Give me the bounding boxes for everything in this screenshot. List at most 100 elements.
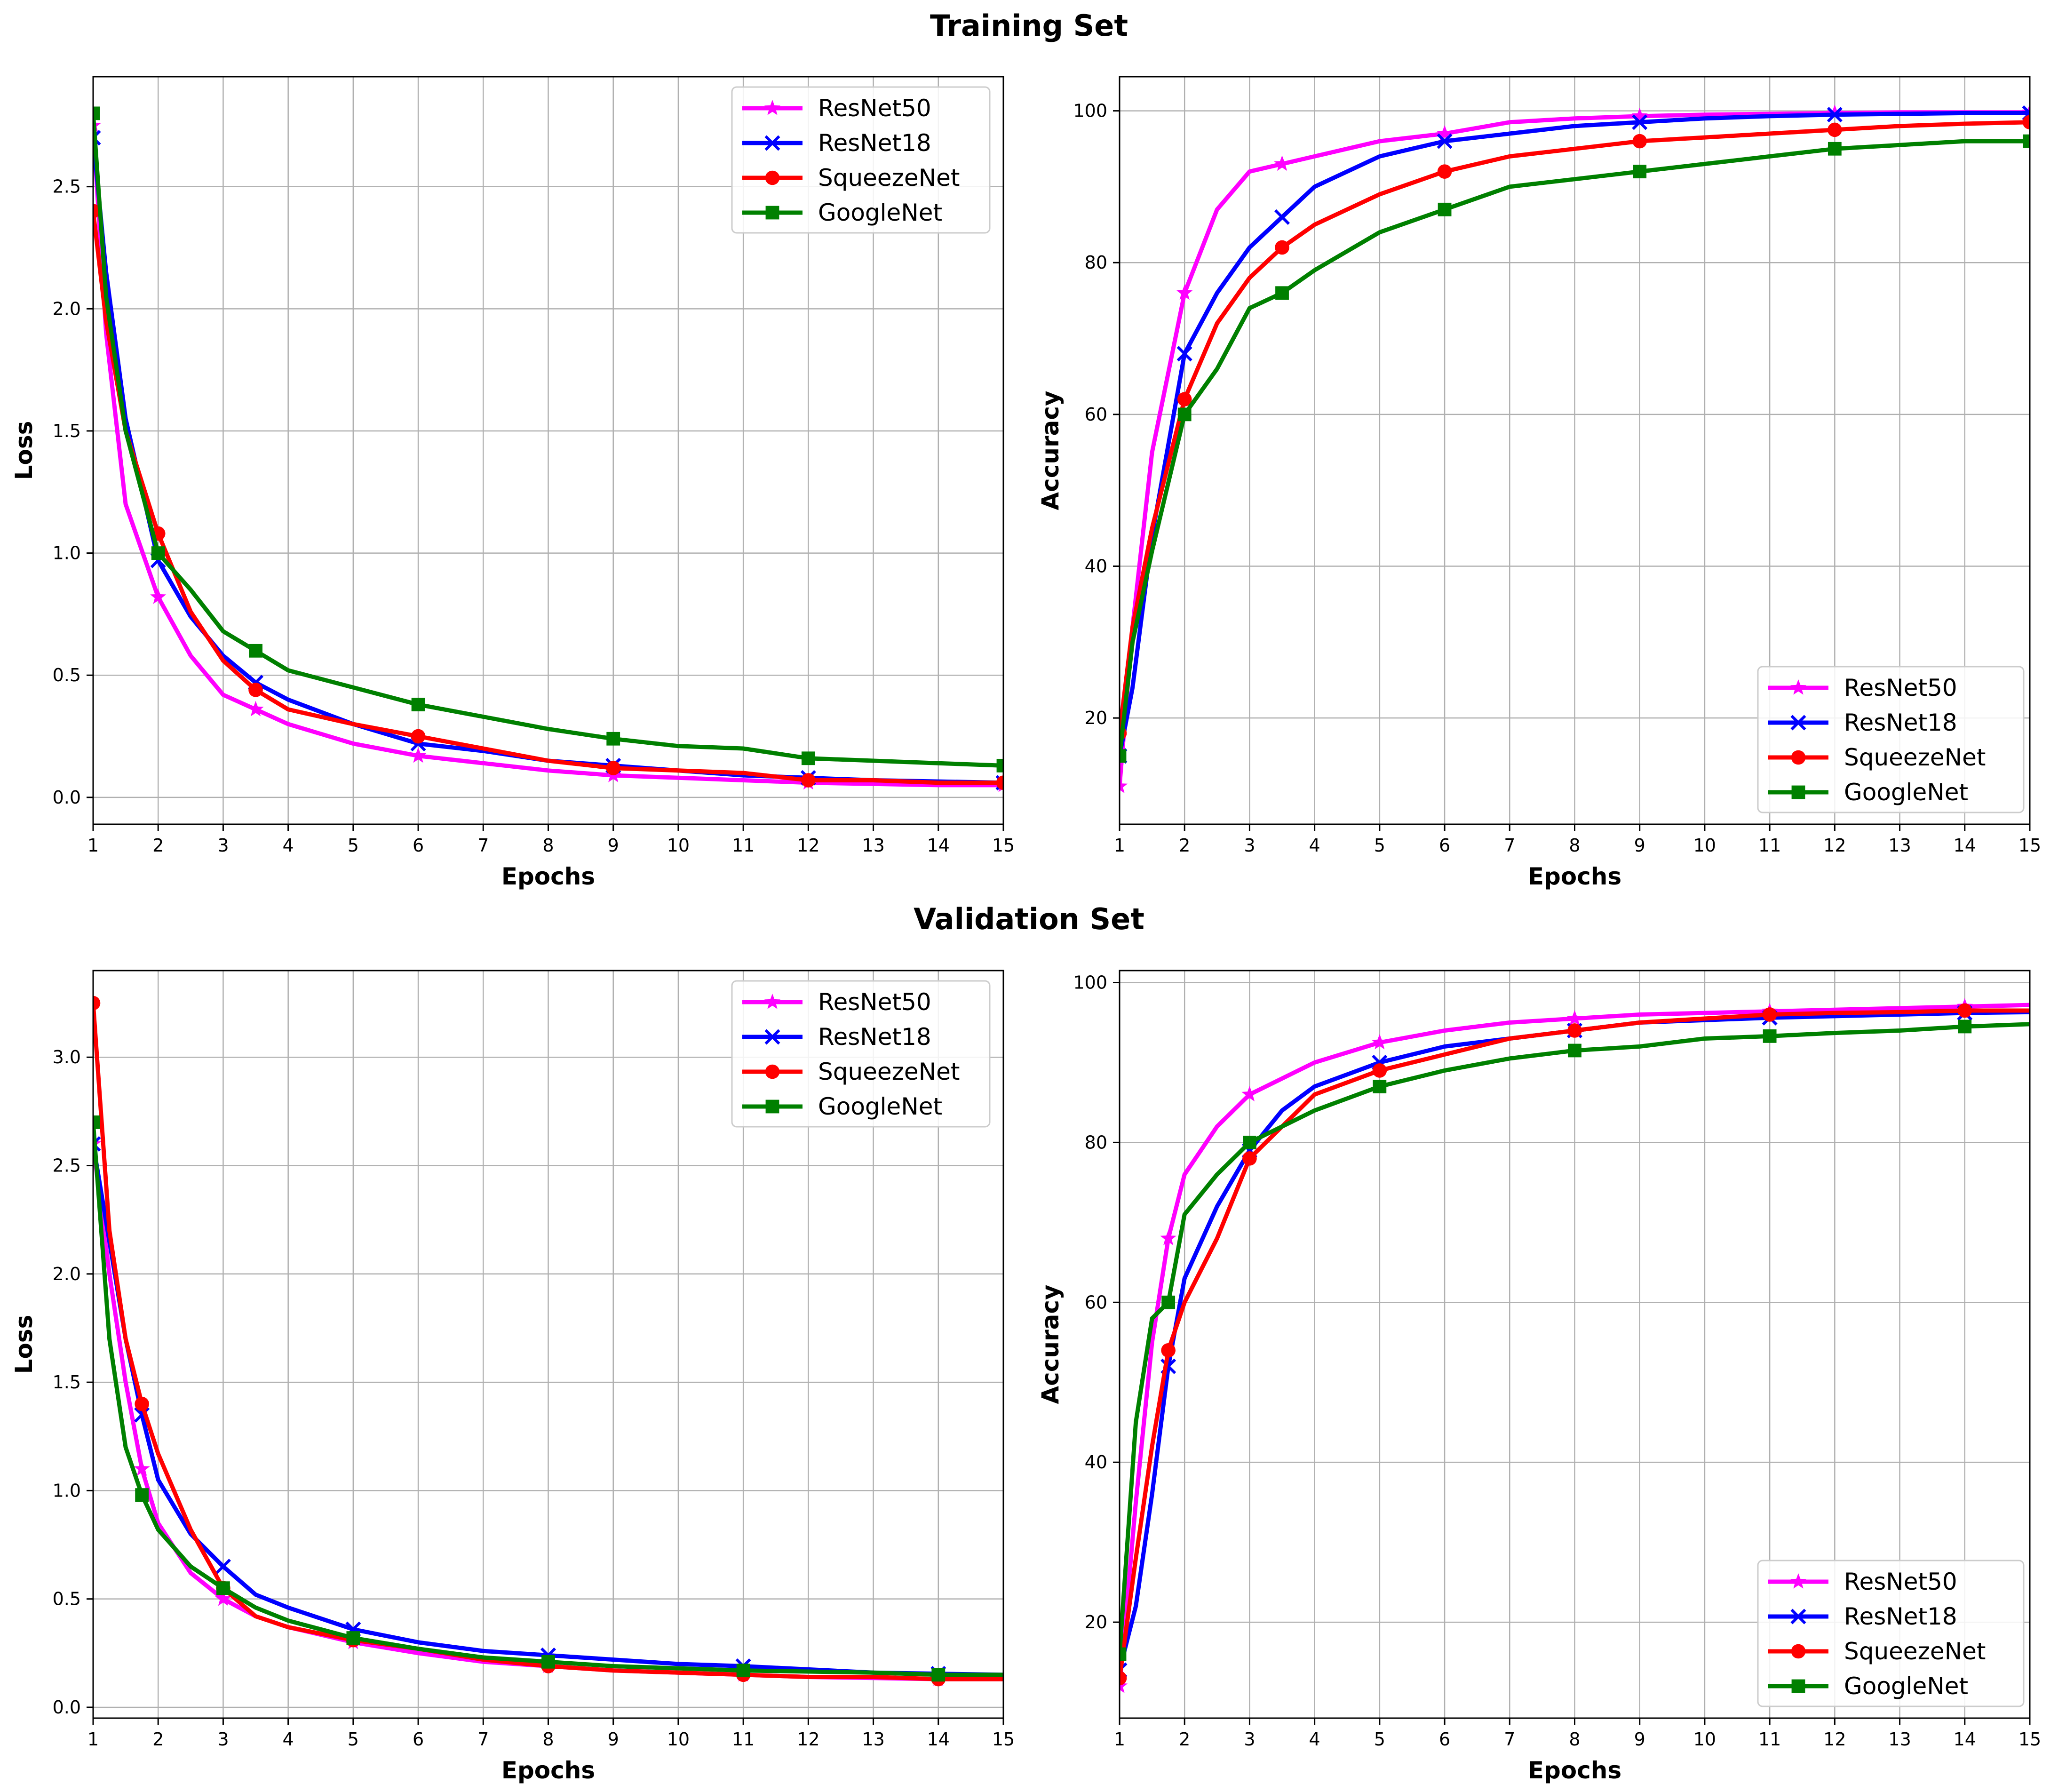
train-acc-chart: 1 2 3 4 5 6 7 8 9 10 11 12 13 14 1520406080100EpochsAc…	[1037, 76, 2041, 890]
x-tick-label: 8	[542, 835, 554, 856]
data-point-resnet50	[410, 747, 427, 763]
x-axis-label: Epochs	[1528, 863, 1621, 890]
x-tick-label: 1	[87, 1729, 99, 1750]
data-point-googlenet	[996, 758, 1003, 773]
data-point-squeezenet	[2022, 115, 2030, 130]
data-point-squeezenet	[1632, 134, 1647, 149]
x-tick-label: 6	[413, 835, 424, 856]
data-point-resnet50	[247, 701, 264, 717]
data-point-googlenet	[1177, 407, 1192, 422]
x-tick-label: 7	[477, 1729, 489, 1750]
x-tick-label: 8	[542, 1729, 554, 1750]
data-point-resnet50	[215, 1590, 231, 1606]
data-point-squeezenet	[93, 996, 101, 1011]
legend-label: SqueezeNet	[818, 1058, 960, 1085]
legend-marker	[1790, 715, 1806, 731]
x-tick-label: 12	[1823, 1729, 1846, 1750]
series-line-resnet18	[93, 1142, 1003, 1677]
data-point-googlenet	[931, 1668, 946, 1682]
y-axis-label: Accuracy	[1037, 390, 1064, 510]
x-tick-label: 13	[1888, 1729, 1911, 1750]
legend-box	[731, 980, 991, 1128]
data-point-resnet50	[1160, 1230, 1176, 1245]
data-point-squeezenet	[248, 683, 263, 697]
data-point-googlenet	[135, 1488, 149, 1502]
x-axis-label: Epochs	[501, 1757, 595, 1784]
x-tick-label: 15	[992, 835, 1015, 856]
x-tick-label: 4	[1309, 1729, 1320, 1750]
legend-label: SqueezeNet	[818, 164, 960, 191]
data-point-resnet50	[1371, 1034, 1388, 1050]
legend-marker	[765, 1099, 779, 1114]
x-tick-label: 6	[1439, 835, 1450, 856]
y-tick-label: 60	[1085, 1292, 1107, 1313]
y-tick-label: 1.0	[53, 543, 81, 564]
x-tick-label: 13	[1888, 835, 1911, 856]
x-tick-label: 4	[1309, 835, 1320, 856]
legend-marker	[765, 1064, 780, 1079]
y-tick-label: 40	[1085, 1452, 1107, 1473]
data-point-googlenet	[1763, 1029, 1777, 1043]
data-point-googlenet	[2023, 134, 2030, 148]
data-point-googlenet	[1161, 1295, 1176, 1309]
data-point-googlenet	[216, 1581, 230, 1595]
data-point-resnet50	[1120, 778, 1128, 793]
x-tick-label: 9	[608, 1729, 619, 1750]
y-tick-label: 0.0	[53, 1697, 81, 1718]
legend-marker	[1790, 1609, 1806, 1625]
data-point-resnet50	[1631, 107, 1648, 123]
y-tick-label: 1.5	[53, 421, 81, 441]
data-point-squeezenet	[1161, 1343, 1176, 1358]
val-loss-chart: 1 2 3 4 5 6 7 8 9 10 11 12 13 14 150.00.51.01.52.02.53…	[10, 970, 1015, 1784]
legend-label: ResNet18	[1844, 709, 1957, 736]
x-tick-label: 2	[1179, 835, 1190, 856]
x-tick-label: 11	[732, 1729, 755, 1750]
data-point-resnet18	[1827, 107, 1843, 123]
y-tick-label: 2.5	[53, 176, 81, 197]
x-tick-label: 10	[1693, 1729, 1716, 1750]
legend-label: ResNet18	[1844, 1603, 1957, 1630]
data-point-googlenet	[93, 1115, 100, 1129]
x-tick-label: 9	[1634, 835, 1645, 856]
x-tick-label: 6	[413, 1729, 424, 1750]
x-tick-label: 3	[1244, 1729, 1255, 1750]
x-tick-label: 4	[283, 835, 294, 856]
legend-marker	[1790, 679, 1807, 695]
y-tick-label: 2.0	[53, 1264, 81, 1284]
data-point-resnet50	[1566, 1010, 1583, 1026]
data-point-googlenet	[736, 1664, 750, 1678]
series-line-squeezenet	[1120, 1008, 2030, 1680]
data-point-squeezenet	[411, 729, 426, 744]
legend: ResNet50 ResNet18 SqueezeNet GoogleNet	[1757, 1560, 2025, 1707]
legend-label: ResNet50	[1844, 674, 1957, 701]
data-point-resnet18	[1274, 209, 1290, 225]
x-tick-label: 6	[1439, 1729, 1450, 1750]
x-tick-label: 9	[1634, 1729, 1645, 1750]
data-point-googlenet	[1275, 286, 1289, 300]
legend-label: ResNet50	[1844, 1568, 1957, 1595]
y-tick-label: 40	[1085, 556, 1107, 577]
data-point-squeezenet	[1372, 1063, 1387, 1078]
y-tick-label: 80	[1085, 1132, 1107, 1153]
data-point-googlenet	[151, 546, 165, 560]
x-tick-label: 1	[87, 835, 99, 856]
data-point-googlenet	[1120, 1647, 1127, 1661]
data-point-squeezenet	[1828, 122, 1842, 137]
data-point-squeezenet	[1177, 392, 1192, 406]
y-tick-label: 100	[1073, 972, 1107, 993]
legend-marker	[765, 206, 779, 220]
x-tick-label: 5	[1374, 835, 1385, 856]
legend-box	[731, 86, 991, 234]
series-group	[93, 996, 1003, 1687]
legend-label: GoogleNet	[1844, 1673, 1968, 1700]
x-tick-label: 7	[1504, 835, 1515, 856]
legend-label: SqueezeNet	[1844, 1638, 1986, 1665]
data-point-squeezenet	[1120, 1671, 1127, 1686]
y-tick-label: 20	[1085, 708, 1107, 728]
y-tick-label: 0.5	[53, 665, 81, 685]
x-tick-label: 11	[1758, 835, 1781, 856]
y-axis-label: Loss	[10, 421, 38, 480]
data-point-squeezenet	[801, 773, 816, 788]
data-point-googlenet	[346, 1631, 360, 1645]
x-tick-label: 12	[1823, 835, 1846, 856]
